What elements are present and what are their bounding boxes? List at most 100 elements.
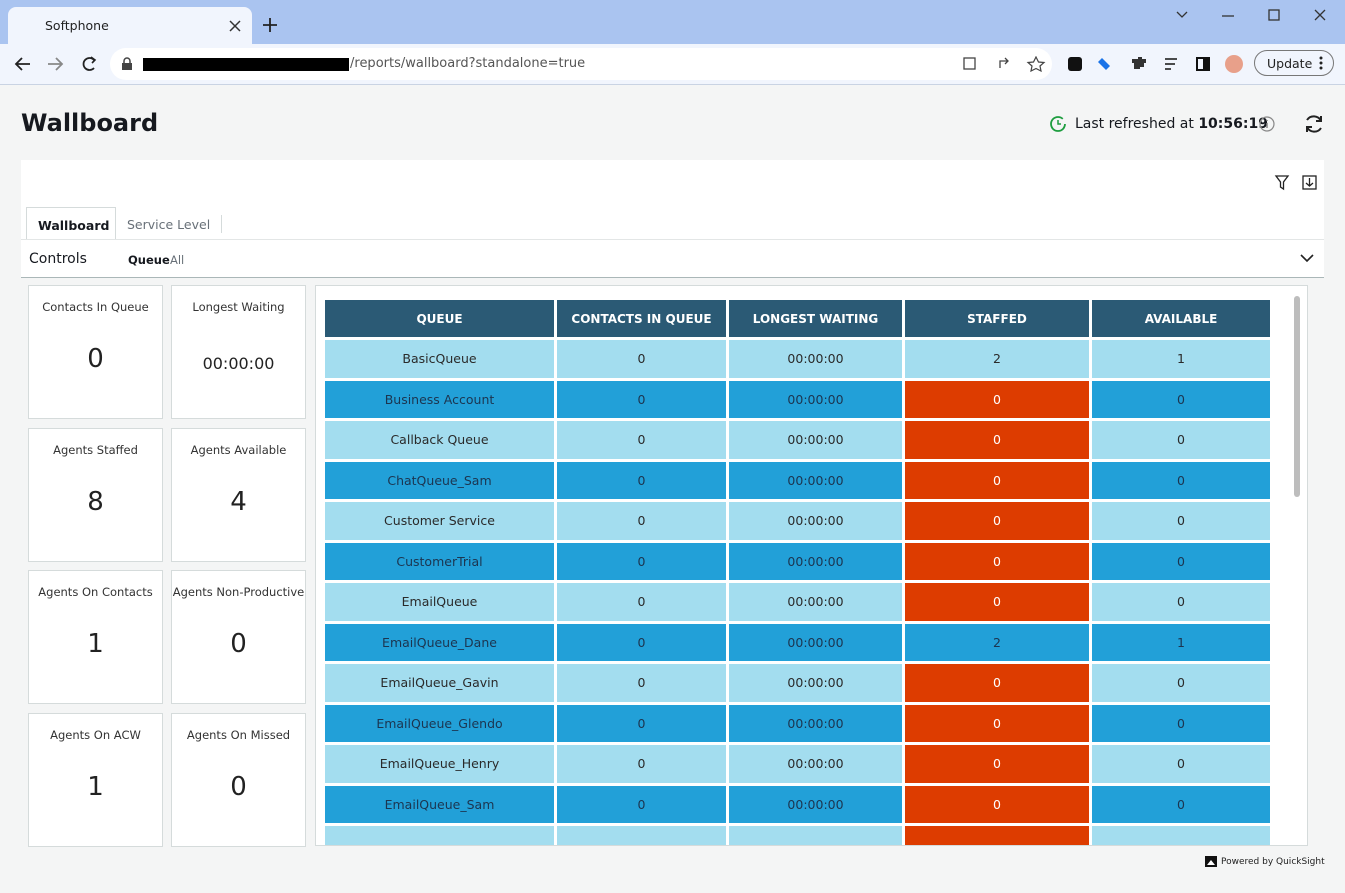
table-cell: 1 — [1092, 624, 1270, 662]
table-cell: 2 — [905, 624, 1089, 662]
window-controls[interactable] — [1170, 6, 1340, 26]
table-cell: 00:00:00 — [729, 502, 902, 540]
table-cell: 0 — [557, 421, 726, 459]
table-cell: Business Account — [325, 381, 554, 419]
refresh-info: Last refreshed at 10:56:19 — [1075, 116, 1268, 132]
kpi-card: Agents On Missed 0 — [171, 713, 306, 847]
table-cell: Callback Queue — [325, 421, 554, 459]
table-cell: 0 — [1092, 462, 1270, 500]
scrollbar[interactable] — [1294, 296, 1300, 497]
sheet-panel — [21, 160, 1324, 278]
table-cell: 00:00:00 — [729, 745, 902, 783]
table-cell: 0 — [1092, 583, 1270, 621]
table-cell: 00:00:00 — [729, 624, 902, 662]
table-cell: 00:00:00 — [729, 462, 902, 500]
tab-close[interactable] — [228, 19, 242, 33]
table-cell-partial — [905, 826, 1089, 845]
table-cell: 0 — [1092, 381, 1270, 419]
table-cell: 0 — [1092, 745, 1270, 783]
column-header: LONGEST WAITING — [729, 300, 902, 337]
table-cell: 0 — [905, 543, 1089, 581]
table-cell: 0 — [1092, 543, 1270, 581]
kpi-value: 8 — [29, 487, 162, 517]
browser-tab[interactable]: Softphone — [8, 7, 252, 44]
table-cell-partial — [729, 826, 902, 845]
table-cell-partial — [325, 826, 554, 845]
table-cell: EmailQueue_Dane — [325, 624, 554, 662]
table-cell-partial — [1092, 826, 1270, 845]
table-cell: 0 — [557, 583, 726, 621]
table-cell: 0 — [1092, 502, 1270, 540]
tab-active[interactable]: Wallboard — [26, 207, 116, 240]
omnibox-icons[interactable] — [962, 56, 1046, 72]
table-cell: 00:00:00 — [729, 421, 902, 459]
address-bar[interactable]: /reports/wallboard?standalone=true — [110, 48, 1052, 80]
column-header: AVAILABLE — [1092, 300, 1270, 337]
divider — [21, 277, 1324, 278]
table-cell: EmailQueue_Gavin — [325, 664, 554, 702]
table-cell: EmailQueue — [325, 583, 554, 621]
table-cell: 0 — [905, 745, 1089, 783]
kpi-label: Agents Non-Productive — [172, 585, 305, 599]
table-cell: 0 — [557, 624, 726, 662]
tab-label: Wallboard — [38, 218, 109, 233]
divider — [21, 239, 1324, 240]
table-cell: 0 — [905, 705, 1089, 743]
kpi-card: Agents On ACW1 — [28, 713, 163, 847]
tab-separator — [221, 215, 222, 233]
kpi-label: Agents Staffed — [29, 443, 162, 457]
table-cell: ChatQueue_Sam — [325, 462, 554, 500]
update-button[interactable]: Update — [1254, 50, 1334, 76]
kpi-value: 0 — [172, 629, 305, 659]
table-cell: 00:00:00 — [729, 543, 902, 581]
table-cell: EmailQueue_Henry — [325, 745, 554, 783]
kpi-value: 0 — [172, 772, 305, 802]
info-icon[interactable] — [1258, 115, 1276, 133]
kpi-card: Contacts In Queue0 — [28, 285, 163, 419]
menu-icon — [1319, 56, 1323, 70]
redacted-url — [143, 58, 349, 71]
refresh-button[interactable] — [1303, 113, 1325, 135]
table-cell: 0 — [905, 583, 1089, 621]
sheet-actions[interactable] — [1274, 174, 1318, 192]
tab-title: Softphone — [45, 18, 109, 33]
table-cell: 0 — [905, 664, 1089, 702]
table-cell: 0 — [557, 664, 726, 702]
table-cell: 0 — [1092, 664, 1270, 702]
kpi-label: Agents On Missed — [172, 728, 305, 742]
table-cell: 00:00:00 — [729, 583, 902, 621]
kpi-value: 1 — [29, 772, 162, 802]
table-cell: 00:00:00 — [729, 705, 902, 743]
column-header: STAFFED — [905, 300, 1089, 337]
quicksight-logo — [1205, 856, 1217, 867]
table-cell: 0 — [557, 543, 726, 581]
collapse-icon[interactable] — [1299, 252, 1315, 264]
kpi-card: Agents Staffed 8 — [28, 428, 163, 562]
table-cell: 0 — [1092, 421, 1270, 459]
table-cell: 00:00:00 — [729, 340, 902, 378]
table-cell: 0 — [557, 745, 726, 783]
kpi-value: 00:00:00 — [172, 354, 305, 373]
kpi-card: Longest Waiting00:00:00 — [171, 285, 306, 419]
extension-icons[interactable] — [1066, 54, 1246, 74]
filter-value[interactable]: All — [170, 253, 184, 267]
nav-buttons[interactable] — [12, 54, 102, 74]
new-tab[interactable] — [262, 17, 278, 33]
column-header: QUEUE — [325, 300, 554, 337]
table-cell: BasicQueue — [325, 340, 554, 378]
tab-label[interactable]: Service Level — [127, 217, 210, 232]
update-label: Update — [1267, 56, 1312, 71]
table-cell: 0 — [905, 786, 1089, 824]
filter-name[interactable]: Queue — [128, 253, 170, 267]
table-cell: Customer Service — [325, 502, 554, 540]
table-cell: 0 — [1092, 786, 1270, 824]
controls-label: Controls — [29, 251, 87, 267]
table-cell: 0 — [557, 705, 726, 743]
kpi-card: Agents Available4 — [171, 428, 306, 562]
kpi-label: Contacts In Queue — [29, 300, 162, 314]
table-cell: 2 — [905, 340, 1089, 378]
footer: Powered by QuickSight — [1221, 857, 1325, 867]
page-title: Wallboard — [21, 109, 158, 137]
lock-icon — [121, 57, 133, 71]
